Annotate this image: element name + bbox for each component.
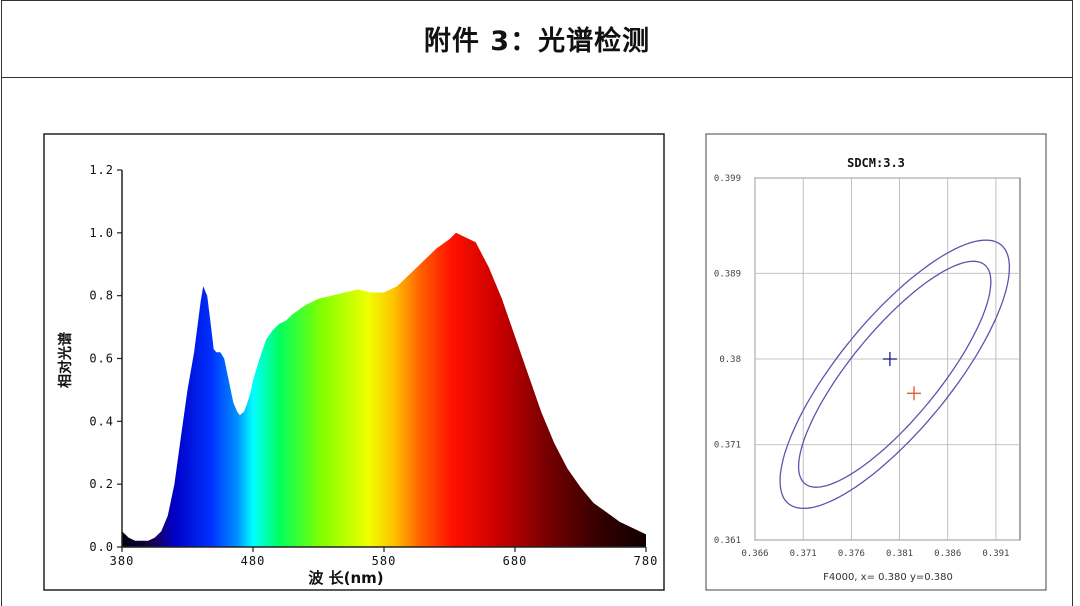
- spectrum-y-tick-label: 0.0: [89, 540, 114, 554]
- chromaticity-x-tick-label: 0.381: [886, 549, 913, 559]
- measured-marker: [907, 386, 921, 401]
- spectrum-y-tick-label: 1.0: [89, 226, 114, 240]
- target-marker: [882, 352, 897, 366]
- spectrum-axes: 0.0 0.2 0.4 0.6 0.8 1.0 1.2 380 480 580 680 780: [89, 163, 659, 568]
- spectrum-x-tick-label: 380: [110, 554, 135, 568]
- spectrum-y-tick-label: 1.2: [89, 163, 114, 177]
- sdcm-ellipse: [779, 239, 1011, 510]
- spectrum-x-tick-label: 480: [241, 554, 266, 568]
- header-row: 附件 3：光谱检测: [1, 0, 1073, 78]
- chromaticity-y-tick-label: 0.371: [714, 441, 741, 451]
- spectrum-x-axis-label: 波 长(nm): [308, 569, 383, 587]
- spectrum-y-tick-label: 0.4: [89, 414, 114, 428]
- spectrum-y-tick-label: 0.6: [89, 352, 114, 366]
- spectrum-x-tick-label: 680: [503, 554, 528, 568]
- spectrum-x-tick-label: 780: [634, 554, 659, 568]
- chromaticity-title: SDCM:3.3: [847, 156, 905, 170]
- chromaticity-chart-frame: [705, 133, 1047, 591]
- chromaticity-x-tick-label: 0.391: [982, 549, 1009, 559]
- spectrum-area: [122, 232, 646, 548]
- chromaticity-caption: F4000, x= 0.380 y=0.380: [823, 572, 953, 583]
- chromaticity-y-tick-label: 0.361: [714, 536, 741, 546]
- chromaticity-x-tick-label: 0.371: [790, 549, 817, 559]
- spectrum-x-tick-label: 580: [372, 554, 397, 568]
- chromaticity-x-tick-label: 0.366: [741, 549, 768, 559]
- spectrum-y-tick-label: 0.8: [89, 289, 114, 303]
- chromaticity-x-tick-label: 0.376: [838, 549, 865, 559]
- chromaticity-y-tick-label: 0.389: [714, 269, 741, 279]
- spectrum-y-axis-label: 相对光谱: [57, 332, 74, 388]
- spectrum-y-tick-label: 0.2: [89, 477, 114, 491]
- chromaticity-x-tick-label: 0.386: [934, 549, 961, 559]
- spectrum-plot: [122, 232, 646, 548]
- chromaticity-y-tick-label: 0.38: [719, 355, 741, 365]
- chromaticity-plot: 0.366 0.371 0.376 0.381 0.386 0.391 0.361 0.371…: [714, 174, 1021, 559]
- chromaticity-y-tick-label: 0.399: [714, 174, 741, 184]
- page-title: 附件 3：光谱检测: [423, 26, 651, 57]
- sdcm-ellipse: [797, 260, 992, 488]
